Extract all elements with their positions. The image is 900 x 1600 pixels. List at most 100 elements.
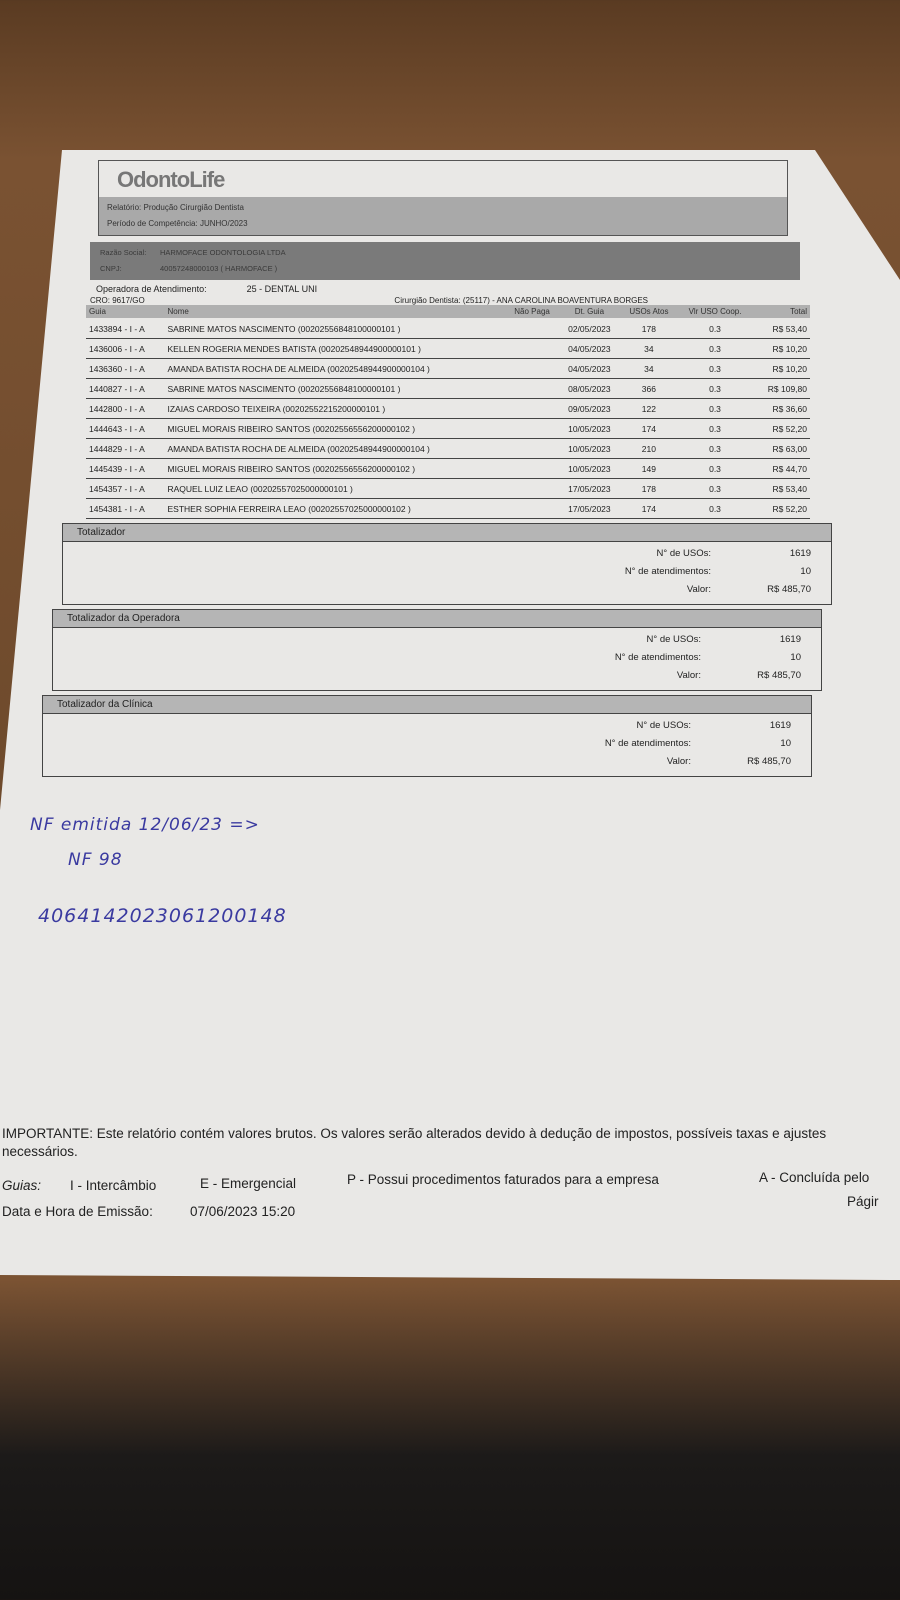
column-header: USOs Atos [620,305,678,318]
table-cell: 1440827 - I - A [86,378,165,399]
table-cell: AMANDA BATISTA ROCHA DE ALMEIDA (0020254… [164,438,506,459]
table-cell: 34 [620,358,678,379]
odontolife-logo: OdontoLife [117,167,225,192]
report-title: Relatório: Produção Cirurgião Dentista [107,203,244,212]
table-cell: R$ 63,00 [752,438,810,459]
table-cell: AMANDA BATISTA ROCHA DE ALMEIDA (0020254… [164,358,506,379]
table-cell: IZAIAS CARDOSO TEIXEIRA (002025522152000… [164,398,506,419]
report-period: Período de Competência: JUNHO/2023 [107,219,248,228]
table-cell: R$ 109,80 [752,378,810,399]
table-cell: 08/05/2023 [558,378,621,399]
table-row: 1454381 - I - A ESTHER SOPHIA FERREIRA LE… [86,498,810,519]
table-row: 1445439 - I - A MIGUEL MORAIS RIBEIRO SAN… [86,458,810,479]
totalizer-title: Totalizador [63,523,831,542]
table-cell: 178 [620,478,678,499]
table-row: 1433894 - I - A SABRINE MATOS NASCIMENTO … [86,318,810,339]
table-cell [505,338,559,359]
table-row: 1436360 - I - A AMANDA BATISTA ROCHA DE A… [86,358,810,379]
totalizer-box: Totalizador da Clínica N° de USOs: 1619 N… [42,694,812,777]
table-cell: 178 [620,318,678,339]
table-cell: 02/05/2023 [558,318,621,339]
table-cell: 0.3 [677,458,753,479]
table-cell: 09/05/2023 [558,398,621,419]
totalizer-title: Totalizador da Operadora [53,609,821,628]
table-cell [505,478,559,499]
handwritten-note-nf: NF emitida 12/06/23 => [30,815,260,835]
totalizer-title: Totalizador da Clínica [43,695,811,714]
table-row: 1440827 - I - A SABRINE MATOS NASCIMENTO … [86,378,810,399]
table-cell: MIGUEL MORAIS RIBEIRO SANTOS (0020255655… [164,418,506,439]
table-row: 1442800 - I - A IZAIAS CARDOSO TEIXEIRA (… [86,398,810,419]
table-cell: 0.3 [677,358,753,379]
table-cell: KELLEN ROGERIA MENDES BATISTA (002025489… [164,338,506,359]
column-header: Total [752,305,810,318]
table-row: 1444829 - I - A AMANDA BATISTA ROCHA DE A… [86,438,810,459]
table-cell: 04/05/2023 [558,338,621,359]
table-cell: 1444829 - I - A [86,438,165,459]
table-cell: 04/05/2023 [558,358,621,379]
table-cell: ESTHER SOPHIA FERREIRA LEAO (00202557025… [164,498,506,519]
table-cell: 0.3 [677,438,753,459]
table-cell: 174 [620,498,678,519]
table-cell: 366 [620,378,678,399]
table-cell: RAQUEL LUIZ LEAO (00202557025000000101 ) [164,478,506,499]
table-row: 1444643 - I - A MIGUEL MORAIS RIBEIRO SAN… [86,418,810,439]
table-cell: R$ 10,20 [752,338,810,359]
table-cell: 0.3 [677,378,753,399]
table-cell: MIGUEL MORAIS RIBEIRO SANTOS (0020255655… [164,458,506,479]
atendimentos-count: N° de atendimentos: 10 [604,737,791,749]
table-cell: R$ 53,40 [752,478,810,499]
table-cell: R$ 44,70 [752,458,810,479]
table-cell: 34 [620,338,678,359]
table-cell [505,358,559,379]
table-cell: R$ 36,60 [752,398,810,419]
table-cell: 10/05/2023 [558,458,621,479]
operadora: Operadora de Atendimento: 25 - DENTAL UNI [96,284,318,294]
table-row: 1436006 - I - A KELLEN ROGERIA MENDES BAT… [86,338,810,359]
column-header: Dt. Guia [558,305,621,318]
report-header: OdontoLife Relatório: Produção Cirurgião… [98,160,788,236]
table-cell [505,458,559,479]
table-cell: 1454357 - I - A [86,478,165,499]
table-cell [505,498,559,519]
table-cell: 17/05/2023 [558,498,621,519]
table-cell: 1454381 - I - A [86,498,165,519]
column-header: Vlr USO Coop. [677,305,753,318]
table-cell: R$ 53,40 [752,318,810,339]
table-cell: 10/05/2023 [558,418,621,439]
production-table: Guia Nome Não Paga Dt. Guia USOs Atos Vlr USO… [86,305,810,519]
table-cell: 0.3 [677,418,753,439]
table-cell: 174 [620,418,678,439]
usos-count: N° de USOs: 1619 [656,547,811,559]
table-cell: 149 [620,458,678,479]
dentist: Cirurgião Dentista: (25117) - ANA CAROLI… [394,296,648,305]
company-info: Razão Social: HARMOFACE ODONTOLOGIA LTDA … [90,242,800,280]
important-note: IMPORTANTE: Este relatório contém valore… [2,1126,827,1159]
cro: CRO: 9617/GO [90,296,145,305]
column-header: Não Paga [505,305,559,318]
totalizer-box: Totalizador N° de USOs: 1619 N° de atendi… [62,522,832,605]
table-cell: 1433894 - I - A [86,318,165,339]
table-cell: SABRINE MATOS NASCIMENTO (00202556848100… [164,378,506,399]
column-header: Nome [164,305,506,318]
totalizer-box: Totalizador da Operadora N° de USOs: 1619… [52,608,822,691]
atendimentos-count: N° de atendimentos: 10 [614,651,801,663]
table-cell: 17/05/2023 [558,478,621,499]
total-value: Valor: R$ 485,70 [676,669,801,681]
table-cell: R$ 10,20 [752,358,810,379]
table-cell [505,378,559,399]
table-cell: 210 [620,438,678,459]
report-document: OdontoLife Relatório: Produção Cirurgião… [42,160,832,777]
table-cell [505,318,559,339]
table-cell: 1436360 - I - A [86,358,165,379]
table-cell: 1442800 - I - A [86,398,165,419]
column-header: Guia [86,305,165,318]
table-cell: 122 [620,398,678,419]
usos-count: N° de USOs: 1619 [636,719,791,731]
table-cell: 0.3 [677,338,753,359]
table-cell: 0.3 [677,398,753,419]
table-cell: 10/05/2023 [558,438,621,459]
table-cell: 1444643 - I - A [86,418,165,439]
table-cell: R$ 52,20 [752,498,810,519]
table-cell: SABRINE MATOS NASCIMENTO (00202556848100… [164,318,506,339]
